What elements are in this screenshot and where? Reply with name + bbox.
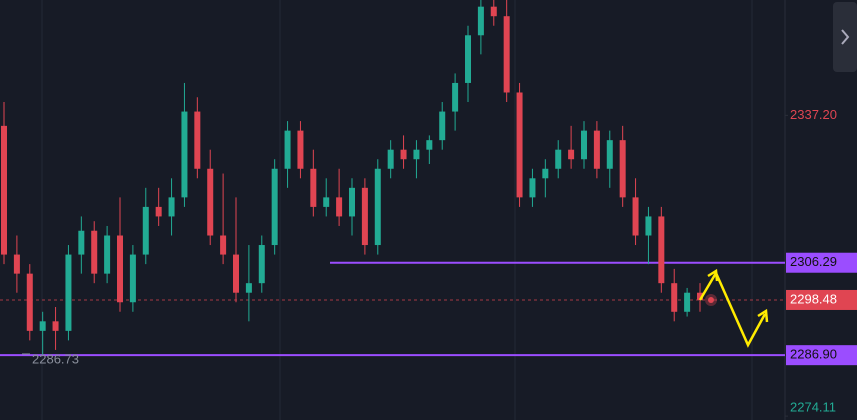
price-label: 2306.29: [790, 254, 837, 269]
candle-body: [503, 16, 510, 93]
candle-body: [374, 168, 381, 246]
candle-body: [207, 168, 214, 236]
candle-body: [477, 6, 484, 36]
candle-body: [181, 111, 188, 198]
panel-toggle[interactable]: [833, 2, 857, 72]
candle-body: [697, 292, 703, 300]
candle-body: [1, 125, 7, 255]
arrow-path: [698, 270, 767, 348]
arrow-head: [707, 268, 719, 282]
candle-body: [361, 187, 368, 246]
y-tick-label: 2337.20: [790, 107, 837, 122]
price-badge: [786, 252, 857, 273]
candle-body: [194, 111, 201, 169]
candle-body: [581, 130, 587, 160]
candle-body: [387, 149, 394, 169]
candle-body: [284, 130, 291, 169]
candle-body: [349, 187, 355, 217]
candle-body: [645, 216, 652, 236]
candle-body: [516, 92, 523, 198]
candle-body: [632, 197, 639, 236]
candle-body: [142, 206, 149, 255]
candle-body: [104, 235, 111, 274]
candle-body: [233, 254, 239, 293]
price-badge: [786, 289, 857, 310]
chevron-icon: [841, 29, 850, 45]
candle-body: [323, 197, 330, 207]
candle-body: [297, 130, 304, 169]
candle-body: [465, 35, 471, 83]
candle-body: [258, 245, 265, 284]
candle-body: [26, 273, 33, 331]
candle-body: [606, 140, 613, 169]
price-badge: [786, 345, 857, 366]
candle-body: [336, 197, 343, 217]
candle-body: [593, 130, 600, 169]
candle-body: [568, 149, 575, 160]
candle-body: [619, 140, 626, 198]
candle-body: [310, 168, 317, 207]
candle-body: [168, 197, 175, 217]
candle-body: [117, 235, 123, 303]
candle-body: [13, 254, 20, 274]
candle-body: [452, 82, 459, 112]
candle-body: [245, 283, 252, 293]
candle-body: [542, 168, 549, 179]
candle-body: [39, 321, 46, 331]
candle-body: [220, 235, 227, 255]
candle-body: [426, 140, 433, 150]
y-tick-label: 2274.11: [790, 399, 836, 414]
price-dot: [708, 297, 714, 303]
candle-body: [78, 230, 85, 255]
price-label: 2298.48: [790, 291, 837, 306]
candle-body: [91, 230, 98, 274]
candle-body: [129, 254, 136, 303]
candle-body: [490, 6, 497, 17]
grid: [41, 0, 753, 420]
arrow-head: [757, 308, 769, 323]
candle-body: [439, 111, 446, 141]
price-label: 2286.90: [790, 347, 837, 362]
candle-body: [684, 292, 691, 312]
candle-body: [65, 254, 72, 331]
candle-body: [155, 206, 162, 217]
candle-body: [671, 283, 678, 312]
low-marker-label: 2286.73: [32, 351, 79, 366]
candle-body: [413, 149, 420, 160]
projection-arrow: [698, 268, 769, 348]
candle-body: [529, 178, 536, 198]
candle-body: [52, 321, 59, 331]
candle-body: [555, 149, 562, 169]
candle-body: [271, 168, 278, 246]
candle-body: [400, 149, 407, 160]
candle-body: [658, 216, 665, 284]
